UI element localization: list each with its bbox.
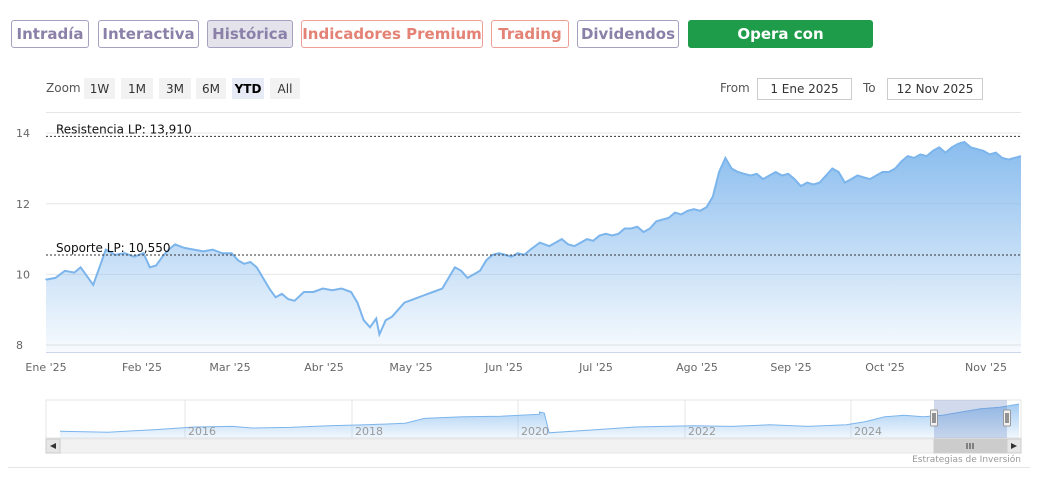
tab-dividendos[interactable]: Dividendos bbox=[577, 20, 679, 48]
x-tick-label: Jul '25 bbox=[578, 361, 613, 374]
navigator-selection[interactable] bbox=[934, 400, 1007, 438]
x-tick-label: Feb '25 bbox=[122, 361, 162, 374]
tab-indicadores-premium[interactable]: Indicadores Premium bbox=[301, 20, 483, 48]
tab-opera-con-freedom24[interactable]: Opera con Freedom24 bbox=[688, 20, 873, 69]
price-area bbox=[46, 142, 1021, 352]
x-tick-label: Oct '25 bbox=[865, 361, 905, 374]
navigator-label: 2018 bbox=[355, 425, 383, 438]
x-tick-label: Nov '25 bbox=[965, 361, 1007, 374]
to-date-input[interactable] bbox=[887, 78, 983, 100]
x-tick-label: Sep '25 bbox=[770, 361, 811, 374]
scrollbar-track[interactable] bbox=[45, 438, 1022, 454]
tab-intrad-a[interactable]: Intradía bbox=[11, 20, 89, 48]
tab-trading[interactable]: Trading bbox=[491, 20, 569, 48]
x-tick-label: Mar '25 bbox=[209, 361, 250, 374]
x-tick-label: May '25 bbox=[389, 361, 432, 374]
navigator-label: 2022 bbox=[688, 425, 716, 438]
y-tick-label: 8 bbox=[16, 339, 23, 352]
bottom-divider bbox=[8, 467, 1030, 468]
price-line bbox=[45, 140, 1022, 338]
tab-hist-rica[interactable]: Histórica bbox=[207, 20, 293, 48]
zoom-ytd-button[interactable]: YTD bbox=[232, 78, 264, 99]
navigator-right-handle[interactable] bbox=[1003, 409, 1011, 427]
navigator-label: 2024 bbox=[854, 425, 882, 438]
zoom-6m-button[interactable]: 6M bbox=[196, 78, 226, 99]
navigator-left-handle[interactable] bbox=[930, 409, 938, 427]
navigator-area bbox=[60, 404, 1019, 438]
navigator-label: 2016 bbox=[188, 425, 216, 438]
zoom-3m-button[interactable]: 3M bbox=[159, 78, 191, 99]
range-selector-divider bbox=[46, 112, 1021, 113]
from-date-input[interactable] bbox=[757, 78, 852, 100]
zoom-all-button[interactable]: All bbox=[270, 78, 300, 99]
navigator-line bbox=[59, 403, 1020, 434]
zoom-1w-button[interactable]: 1W bbox=[84, 78, 115, 99]
resistance-label: Resistencia LP: 13,910 bbox=[56, 122, 192, 136]
x-tick-label: Abr '25 bbox=[304, 361, 344, 374]
y-tick-label: 10 bbox=[16, 268, 30, 281]
support-label: Soporte LP: 10,550 bbox=[56, 241, 171, 255]
zoom-1m-button[interactable]: 1M bbox=[121, 78, 153, 99]
scroll-left-arrow-icon bbox=[50, 443, 56, 449]
x-tick-label: Jun '25 bbox=[484, 361, 523, 374]
y-tick-label: 12 bbox=[16, 198, 30, 211]
navigator-label: 2020 bbox=[521, 425, 549, 438]
x-tick-label: Ene '25 bbox=[25, 361, 66, 374]
tab-interactiva[interactable]: Interactiva bbox=[98, 20, 199, 48]
from-label: From bbox=[720, 81, 750, 95]
scroll-right-arrow-icon bbox=[1011, 443, 1017, 449]
x-tick-label: Ago '25 bbox=[676, 361, 718, 374]
credits-link[interactable]: Estrategias de Inversión bbox=[912, 455, 1021, 465]
to-label: To bbox=[863, 81, 876, 95]
zoom-label: Zoom bbox=[46, 81, 81, 95]
y-tick-label: 14 bbox=[16, 127, 30, 140]
